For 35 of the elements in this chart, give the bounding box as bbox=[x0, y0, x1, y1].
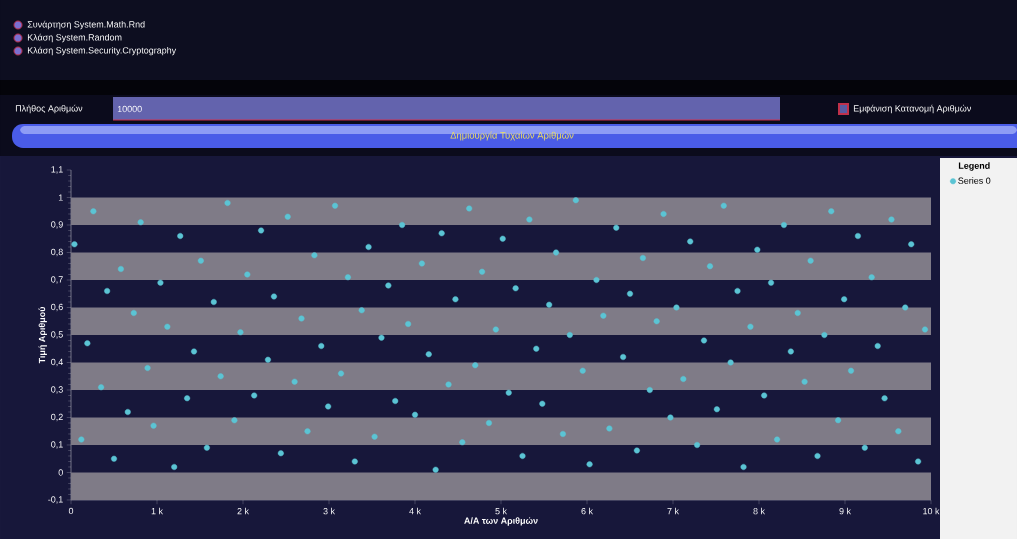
y-tick-label: 0,9 bbox=[51, 221, 63, 229]
y-axis-title: Τιμή Αριθμού bbox=[38, 306, 47, 364]
x-tick-label: 3 k bbox=[323, 507, 335, 515]
x-tick-label: 4 k bbox=[409, 507, 421, 515]
text: Εμφάνιση Κατανομή Αριθμών bbox=[853, 104, 971, 114]
y-tick-label: 0,6 bbox=[51, 303, 63, 312]
text: Δημιουργία Τυχαίων Αριθμών bbox=[450, 131, 574, 141]
text: Κλάση System.Random bbox=[27, 33, 122, 43]
x-tick-label: 6 k bbox=[581, 507, 593, 515]
y-tick-label: 0,8 bbox=[51, 248, 63, 257]
y-tick-label: 1 bbox=[58, 194, 63, 201]
text: Κλάση System.Security.Cryptography bbox=[27, 46, 177, 56]
x-tick-label: 9 k bbox=[839, 507, 851, 515]
x-tick-label: 0 bbox=[68, 507, 74, 515]
x-tick-label: 2 k bbox=[237, 507, 249, 515]
text: 10000 bbox=[117, 105, 142, 113]
y-tick-label: 0,4 bbox=[51, 358, 63, 367]
x-tick-label: 10 k bbox=[923, 507, 940, 515]
y-tick-label: 0,1 bbox=[51, 441, 63, 449]
x-tick-label: 7 k bbox=[667, 507, 679, 515]
legend-title: Legend bbox=[958, 162, 990, 171]
y-tick-label: 0,5 bbox=[51, 331, 63, 339]
text: Πλήθος Αριθμών bbox=[15, 104, 83, 114]
legend-label: Series 0 bbox=[958, 177, 991, 184]
y-tick-label: 0,3 bbox=[51, 386, 63, 394]
y-tick-label: -0,1 bbox=[48, 496, 63, 504]
y-tick-label: 0,7 bbox=[51, 276, 63, 284]
y-tick-label: 1,1 bbox=[51, 166, 63, 174]
x-tick-label: 1 k bbox=[151, 507, 163, 515]
y-tick-label: 0,2 bbox=[51, 413, 63, 422]
x-tick-label: 8 k bbox=[753, 507, 765, 515]
text: Συνάρτηση System.Math.Rnd bbox=[27, 20, 145, 30]
y-tick-label: 0 bbox=[58, 469, 63, 476]
x-tick-label: 5 k bbox=[495, 507, 507, 515]
x-axis-title: Α/Α των Αριθμών bbox=[464, 517, 538, 526]
